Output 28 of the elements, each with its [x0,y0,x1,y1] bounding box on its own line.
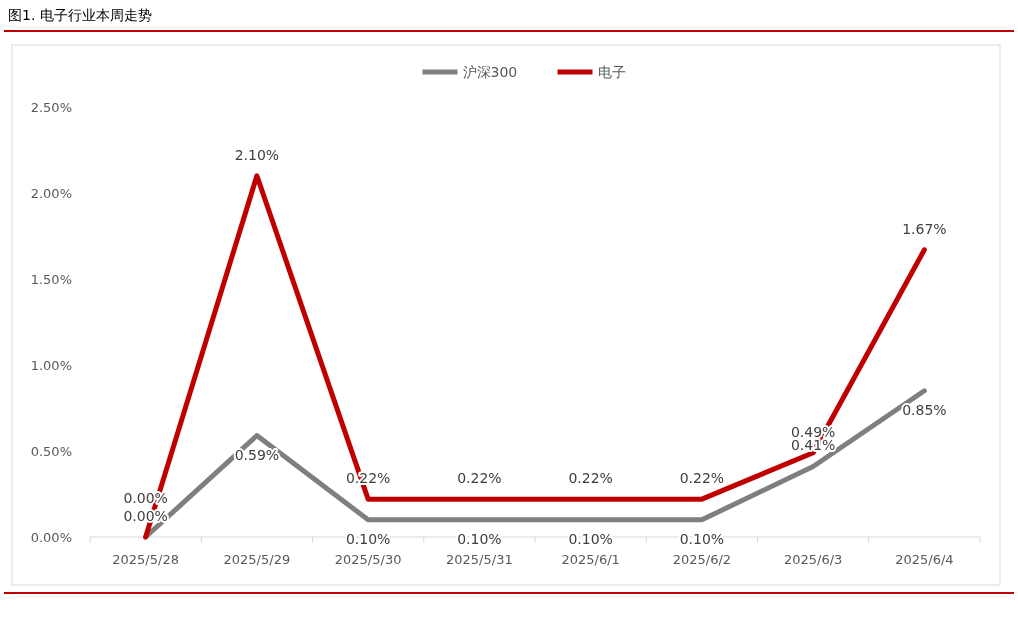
y-tick-label: 2.00% [30,186,72,201]
data-label: 0.10% [568,530,613,547]
data-label: 0.10% [457,530,502,547]
x-tick-label: 2025/6/2 [672,552,732,567]
x-tick-label: 2025/5/30 [334,552,402,567]
x-tick-label: 2025/5/29 [223,552,291,567]
data-label: 0.22% [679,470,725,487]
y-tick-label: 1.50% [30,272,72,287]
y-tick-label: 0.50% [30,444,72,459]
data-label: 0.59% [234,446,280,463]
x-tick-label: 2025/6/4 [895,552,954,567]
data-label: 0.22% [457,470,502,487]
data-label: 0.22% [568,470,613,487]
data-label: 0.10% [679,530,725,547]
x-tick-label: 2025/5/31 [446,552,513,567]
y-tick-label: 0.00% [30,530,72,545]
data-label: 2.10% [234,146,280,163]
y-tick-label: 1.00% [30,358,72,373]
x-tick-label: 2025/5/28 [112,552,179,567]
chart-title: 图1. 电子行业本周走势 [8,7,152,23]
y-tick-label: 2.50% [30,100,72,115]
data-label: 0.85% [902,401,947,418]
data-label: 1.67% [902,220,947,237]
x-tick-label: 2025/6/3 [783,552,843,567]
x-tick-label: 2025/6/1 [561,552,620,567]
legend-label: 沪深300 [462,64,518,80]
legend-label: 电子 [597,64,626,80]
data-label: 0.10% [345,530,391,547]
